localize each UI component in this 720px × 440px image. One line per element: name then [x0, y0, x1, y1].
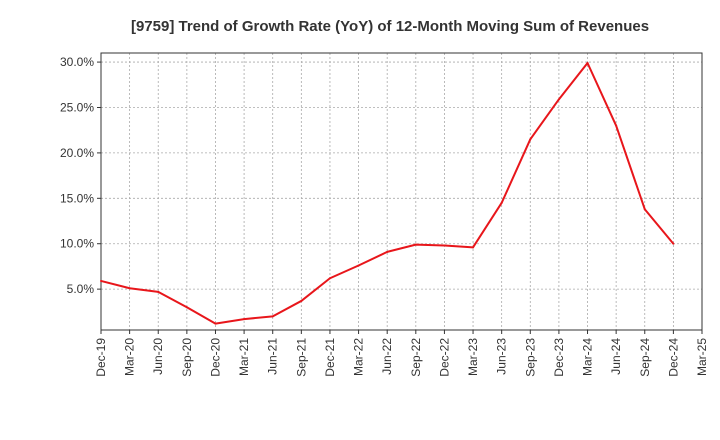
data-point — [557, 98, 560, 101]
x-tick-label: Mar-20 — [123, 338, 137, 376]
y-tick-label: 10.0% — [60, 237, 94, 251]
x-tick-label: Dec-21 — [323, 338, 337, 377]
data-point — [185, 306, 188, 309]
data-point — [672, 242, 675, 245]
x-tick-label: Mar-24 — [581, 338, 595, 376]
x-tick-label: Jun-21 — [266, 338, 280, 375]
chart-title: [9759] Trend of Growth Rate (YoY) of 12-… — [131, 18, 649, 35]
data-point — [643, 208, 646, 211]
y-tick-label: 30.0% — [60, 55, 94, 69]
x-tick-label: Sep-20 — [180, 338, 194, 377]
x-tick-label: Dec-23 — [552, 338, 566, 377]
data-point — [271, 315, 274, 318]
x-tick-label: Dec-19 — [94, 338, 108, 377]
series-points — [100, 61, 675, 325]
data-point — [529, 138, 532, 141]
data-point — [586, 61, 589, 64]
x-tick-label: Sep-23 — [523, 338, 537, 377]
x-tick-label: Dec-24 — [666, 338, 680, 377]
data-point — [243, 318, 246, 321]
data-point — [357, 264, 360, 267]
x-tick-label: Mar-23 — [466, 338, 480, 376]
data-point — [615, 124, 618, 127]
y-tick-label: 25.0% — [60, 100, 94, 114]
horizontal-gridlines — [101, 61, 702, 290]
y-axis-ticks: 5.0% 10.0% 15.0% 20.0% 25.0% 30.0% — [60, 55, 101, 296]
data-point — [328, 277, 331, 280]
data-point — [157, 290, 160, 293]
x-tick-label: Mar-25 — [695, 338, 709, 376]
x-tick-label: Dec-22 — [437, 338, 451, 377]
y-tick-label: 20.0% — [60, 146, 94, 160]
data-point — [443, 244, 446, 247]
vertical-gridlines — [100, 53, 703, 330]
x-tick-label: Jun-23 — [495, 338, 509, 375]
x-tick-label: Dec-20 — [208, 338, 222, 377]
y-tick-label: 5.0% — [67, 282, 95, 296]
x-tick-label: Sep-22 — [409, 338, 423, 377]
data-point — [128, 287, 131, 290]
data-point — [500, 201, 503, 204]
data-point — [214, 322, 217, 325]
x-tick-label: Jun-20 — [151, 338, 165, 375]
x-tick-label: Sep-24 — [638, 338, 652, 377]
x-tick-label: Mar-21 — [237, 338, 251, 376]
data-point — [300, 299, 303, 302]
x-tick-label: Mar-22 — [352, 338, 366, 376]
x-tick-label: Sep-21 — [294, 338, 308, 377]
data-point — [414, 243, 417, 246]
x-tick-label: Jun-24 — [609, 338, 623, 375]
data-point — [472, 246, 475, 249]
y-tick-label: 15.0% — [60, 191, 94, 205]
data-point — [386, 250, 389, 253]
x-tick-label: Jun-22 — [380, 338, 394, 375]
x-axis-ticks: Dec-19 Mar-20 Jun-20 Sep-20 Dec-20 Mar-21 Jun-… — [94, 330, 709, 377]
plot-area — [100, 52, 703, 331]
data-point — [100, 279, 102, 282]
